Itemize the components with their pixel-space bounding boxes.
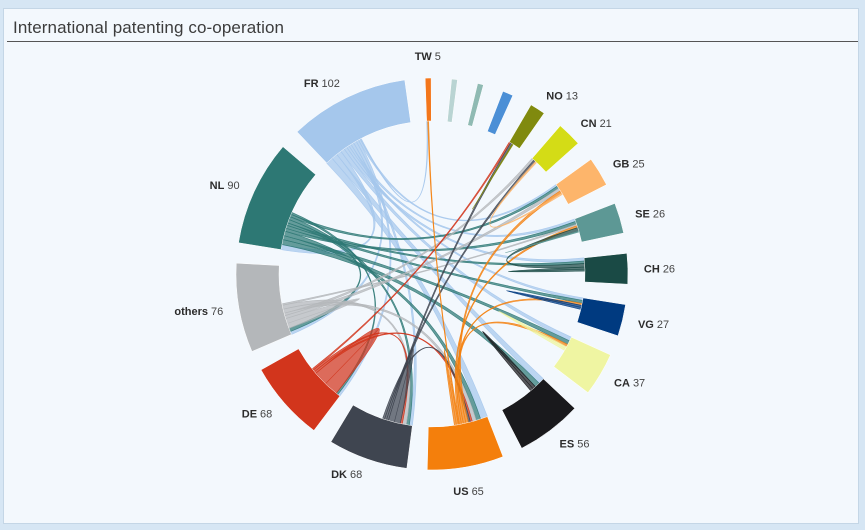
arc-es[interactable]: [501, 378, 576, 449]
arc-unlabeled-1[interactable]: [447, 78, 458, 123]
label-vg: VG 27: [638, 319, 669, 331]
label-nl: NL 90: [210, 180, 240, 192]
label-us: US 65: [453, 486, 484, 498]
arc-others[interactable]: [235, 262, 292, 352]
label-se: SE 26: [635, 208, 665, 220]
arc-unlabeled-2[interactable]: [467, 83, 484, 127]
arc-us[interactable]: [427, 416, 504, 471]
arc-no[interactable]: [508, 104, 545, 149]
arc-unlabeled-3[interactable]: [487, 90, 514, 135]
label-tw: TW 5: [415, 51, 441, 63]
arcs: [235, 77, 629, 471]
arc-gb[interactable]: [555, 158, 607, 205]
arc-dk[interactable]: [330, 404, 413, 469]
labels: TW 5 NO 13 CN 21 GB 25 SE 26 CH 26 VG 27 CA 37 ES 56 US 65 D…: [174, 51, 675, 498]
label-gb: GB 25: [613, 158, 645, 170]
label-ca: CA 37: [614, 378, 645, 390]
arc-ca[interactable]: [553, 336, 611, 394]
ribbon-ES-ES: [482, 331, 536, 392]
arc-tw[interactable]: [424, 77, 432, 122]
title-divider: [7, 41, 858, 42]
arc-cn[interactable]: [531, 125, 579, 173]
label-ch: CH 26: [644, 263, 675, 275]
arc-se[interactable]: [574, 203, 624, 243]
arc-vg[interactable]: [576, 297, 626, 337]
label-de: DE 68: [242, 408, 273, 420]
arc-fr[interactable]: [296, 79, 411, 164]
label-no: NO 13: [546, 90, 578, 102]
label-others: others 76: [174, 306, 223, 318]
label-es: ES 56: [560, 438, 590, 450]
label-cn: CN 21: [581, 118, 612, 130]
arc-nl[interactable]: [238, 146, 317, 250]
label-dk: DK 68: [331, 469, 362, 481]
arc-de[interactable]: [260, 348, 341, 431]
chart-title: International patenting co-operation: [13, 18, 285, 37]
arc-ch[interactable]: [583, 253, 629, 285]
ribbons: [280, 120, 586, 427]
label-fr: FR 102: [304, 78, 340, 90]
